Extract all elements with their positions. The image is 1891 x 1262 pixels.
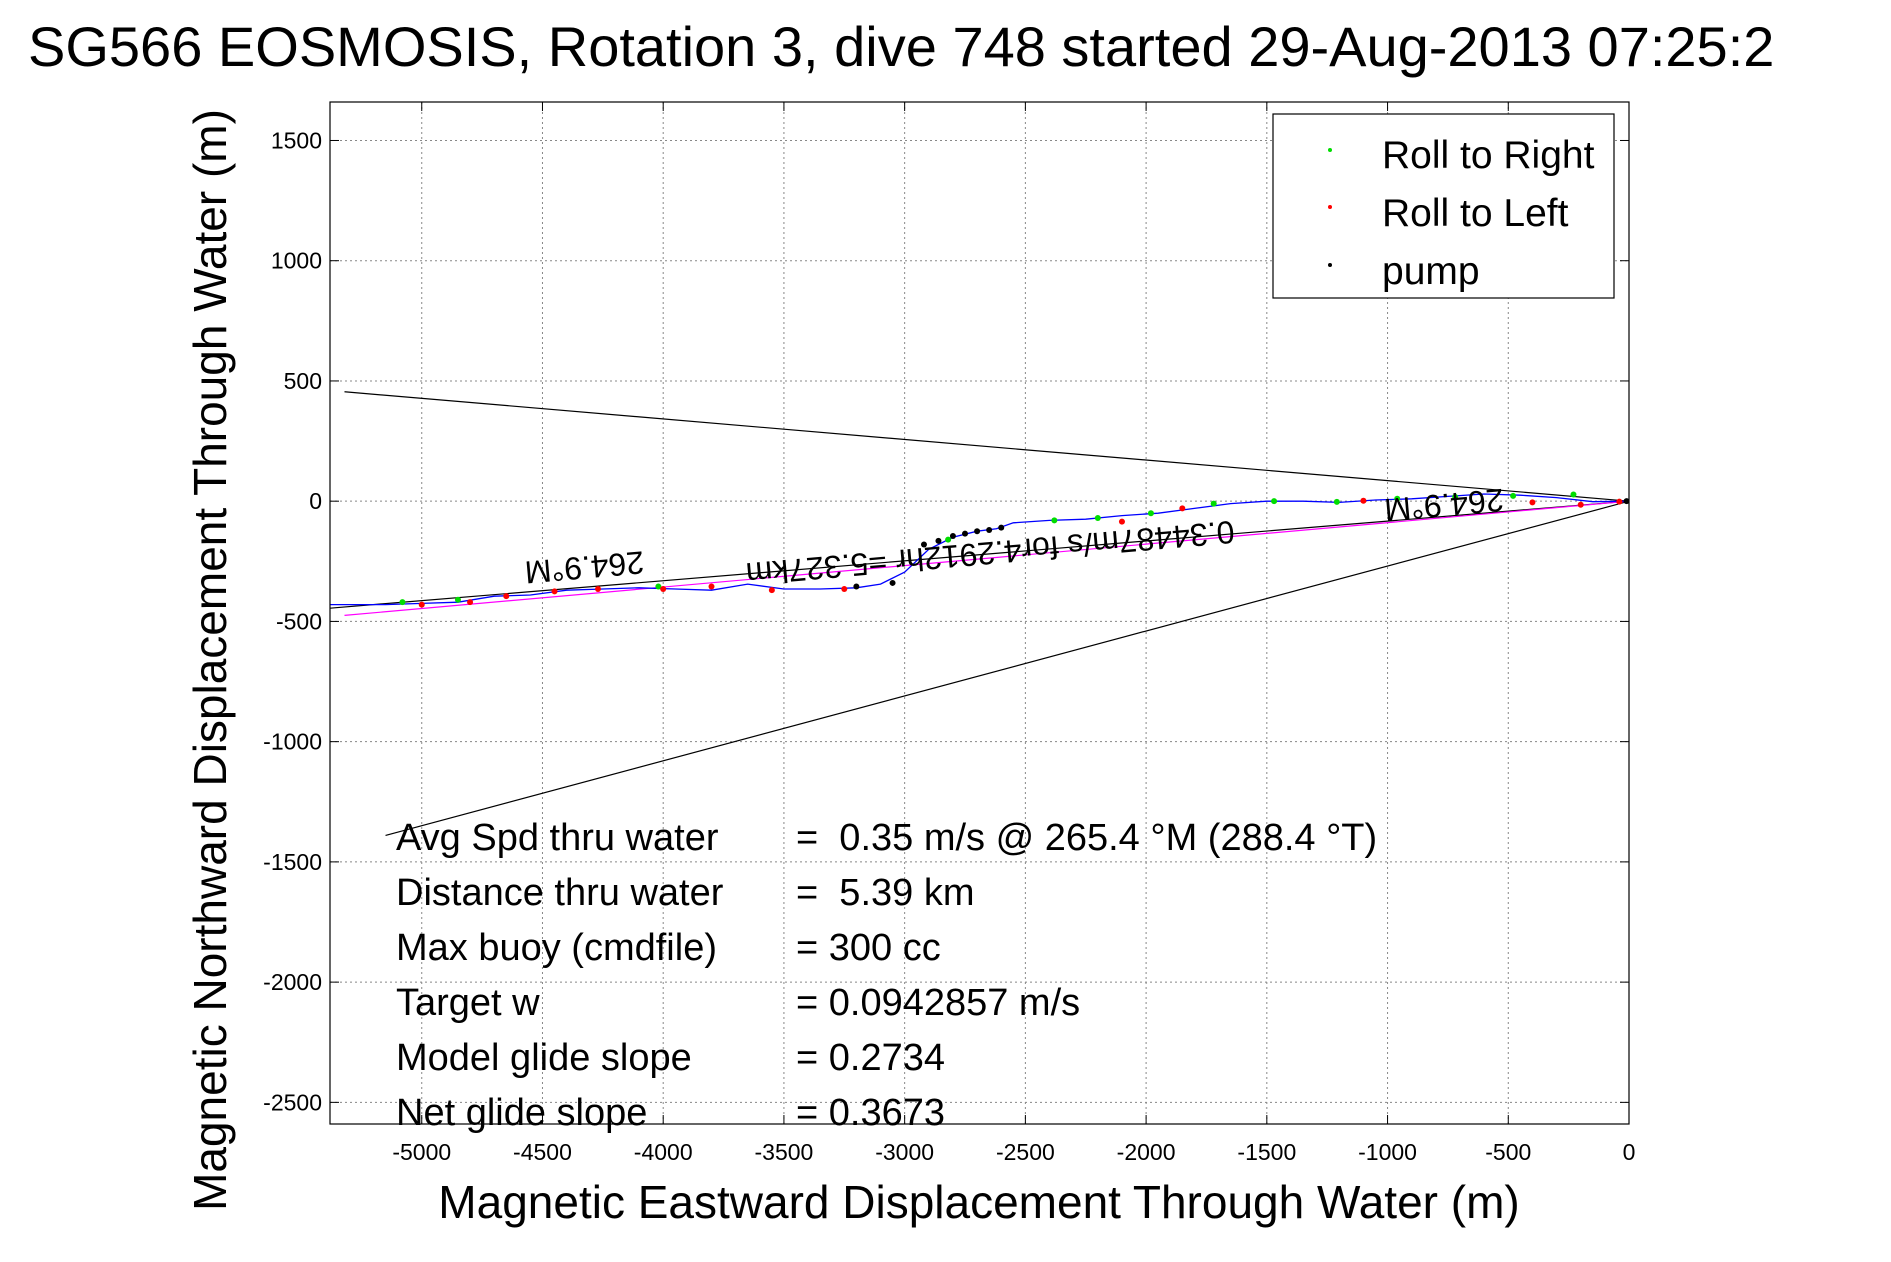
summary-value-avg-speed: = 0.35 m/s @ 265.4 °M (288.4 °T)	[796, 817, 1377, 859]
pump-point	[986, 527, 993, 534]
x-tick-label: -2000	[1117, 1139, 1176, 1165]
roll-right-point	[1271, 498, 1278, 505]
roll-left-point	[1360, 497, 1367, 504]
y-tick-label: -2000	[263, 969, 322, 995]
pump-point	[935, 537, 942, 544]
reference-line	[344, 391, 1629, 502]
legend: Roll to Right Roll to Left pump	[1272, 113, 1615, 299]
legend-roll-left-label: Roll to Left	[1382, 192, 1569, 235]
roll-left-point	[418, 601, 425, 608]
pump-point	[998, 524, 1005, 531]
x-tick-label: -1500	[1237, 1139, 1296, 1165]
data-series	[330, 491, 1629, 608]
x-tick-label: -500	[1485, 1139, 1531, 1165]
summary-value-distance: = 5.39 km	[796, 872, 974, 914]
x-axis-label: Magnetic Eastward Displacement Through W…	[438, 1176, 1519, 1228]
roll-right-point	[454, 596, 461, 603]
legend-roll-left-marker	[1328, 205, 1332, 209]
roll-left-point	[841, 585, 848, 592]
legend-roll-right-marker	[1328, 148, 1332, 152]
summary-block: Avg Spd thru water = 0.35 m/s @ 265.4 °M…	[396, 817, 1377, 1134]
roll-right-point	[1210, 500, 1217, 507]
summary-label-avg-speed: Avg Spd thru water	[396, 817, 719, 859]
x-tick-label: -3000	[875, 1139, 934, 1165]
roll-right-point	[1394, 495, 1401, 502]
roll-left-point	[1118, 518, 1125, 525]
reference-lines	[330, 391, 1629, 837]
y-tick-label: -2500	[263, 1089, 322, 1115]
roll-left-point	[1616, 498, 1623, 505]
x-tick-label: -1000	[1358, 1139, 1417, 1165]
pump-point	[920, 541, 927, 548]
legend-pump-marker	[1328, 263, 1332, 267]
y-tick-label: 1000	[271, 248, 322, 274]
roll-left-point	[467, 599, 474, 606]
roll-right-point	[1147, 510, 1154, 517]
summary-label-max-buoy: Max buoy (cmdfile)	[396, 927, 717, 969]
roll-right-point	[655, 583, 662, 590]
summary-label-net-glide: Net glide slope	[396, 1092, 647, 1134]
pump-point	[853, 583, 860, 590]
y-tick-label: 500	[284, 368, 322, 394]
roll-left-point	[551, 588, 558, 595]
pump-point	[974, 528, 981, 535]
summary-value-max-buoy: = 300 cc	[796, 927, 941, 969]
x-tick-label: -4000	[634, 1139, 693, 1165]
legend-pump-label: pump	[1382, 250, 1480, 293]
y-axis-ticks: 1500 1000 500 0 -500 -1000 -1500 -2000 -2500	[263, 127, 1629, 1115]
roll-left-point	[1529, 499, 1536, 506]
pump-point	[962, 530, 969, 537]
roll-right-point	[1051, 517, 1058, 524]
roll-right-point	[1570, 491, 1577, 498]
summary-label-distance: Distance thru water	[396, 872, 724, 914]
y-tick-label: -500	[276, 608, 322, 634]
pump-point	[889, 579, 896, 586]
roll-left-point	[1179, 505, 1186, 512]
x-tick-label: -3500	[755, 1139, 814, 1165]
y-tick-label: 1500	[271, 127, 322, 153]
roll-left-point	[1577, 501, 1584, 508]
reference-line	[344, 500, 1629, 617]
roll-left-point	[708, 583, 715, 590]
y-tick-label: -1500	[263, 849, 322, 875]
summary-label-target-w: Target w	[396, 982, 540, 1024]
roll-right-point	[399, 599, 406, 606]
pump-point	[949, 533, 956, 540]
summary-value-model-glide: = 0.2734	[796, 1037, 945, 1079]
roll-right-point	[1333, 498, 1340, 505]
pump-point	[1623, 498, 1629, 505]
y-tick-label: -1000	[263, 729, 322, 755]
roll-right-point	[1094, 515, 1101, 522]
x-axis-ticks: -5000 -4500 -4000 -3500 -3000 -2500 -2000 -1500…	[392, 102, 1635, 1165]
x-tick-label: -2500	[996, 1139, 1055, 1165]
roll-left-point	[768, 587, 775, 594]
chart-title: SG566 EOSMOSIS, Rotation 3, dive 748 sta…	[28, 15, 1774, 78]
x-tick-label: 0	[1623, 1139, 1636, 1165]
roll-right-point	[1510, 492, 1517, 499]
summary-value-target-w: = 0.0942857 m/s	[796, 982, 1080, 1024]
plot-frame	[329, 101, 1630, 1125]
roll-right-point	[1452, 493, 1459, 500]
summary-label-model-glide: Model glide slope	[396, 1037, 692, 1079]
roll-left-point	[503, 593, 510, 600]
summary-value-net-glide: = 0.3673	[796, 1092, 945, 1134]
roll-left-point	[660, 585, 667, 592]
reference-line	[385, 500, 1629, 837]
y-axis-label: Magnetic Northward Displacement Through …	[184, 109, 236, 1211]
x-tick-label: -4500	[513, 1139, 572, 1165]
legend-roll-right-label: Roll to Right	[1382, 134, 1595, 177]
roll-right-point	[945, 536, 952, 543]
reference-line	[330, 500, 1629, 609]
roll-left-point	[595, 585, 602, 592]
y-tick-label: 0	[309, 488, 322, 514]
x-tick-label: -5000	[392, 1139, 451, 1165]
